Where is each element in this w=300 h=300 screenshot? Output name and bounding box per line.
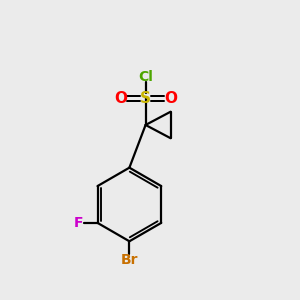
Text: O: O [164, 91, 177, 106]
Text: O: O [114, 91, 127, 106]
Text: Cl: Cl [138, 70, 153, 84]
Text: S: S [140, 91, 151, 106]
Text: F: F [74, 216, 83, 230]
Text: Br: Br [121, 253, 138, 266]
